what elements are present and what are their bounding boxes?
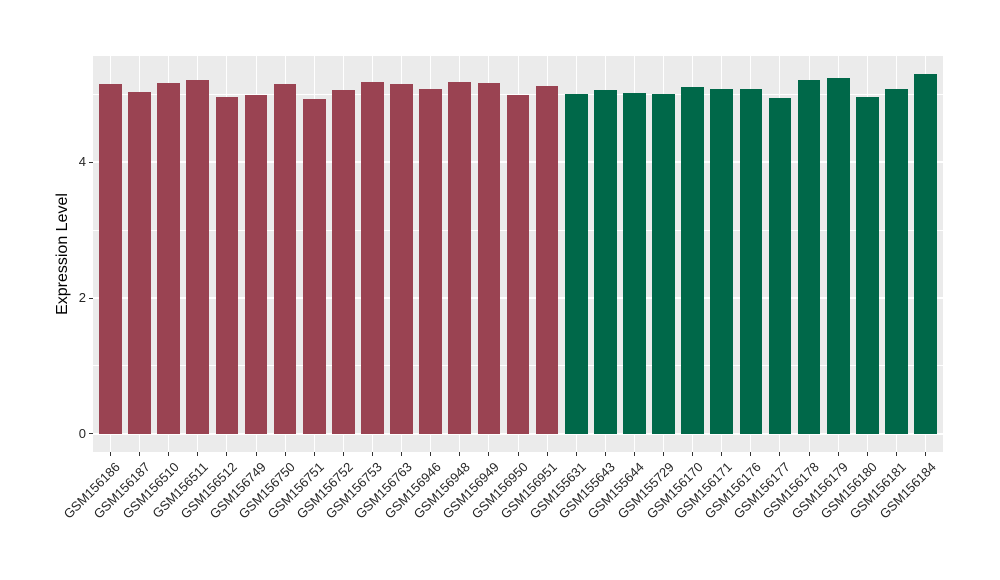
bar-GSM156946 — [419, 89, 443, 434]
bar-GSM156179 — [826, 77, 850, 434]
x-tick-mark — [401, 452, 403, 456]
bar-GSM156178 — [797, 80, 821, 434]
x-tick-mark — [313, 452, 315, 456]
x-tick-mark — [692, 452, 694, 456]
bar-GSM156170 — [681, 86, 704, 434]
plot-panel — [93, 56, 943, 452]
bar-GSM156186 — [99, 83, 122, 434]
bar-GSM156180 — [855, 96, 879, 434]
x-tick-mark — [808, 452, 810, 456]
x-tick-mark — [255, 452, 257, 456]
y-axis-tick-label: 4 — [78, 154, 86, 170]
y-tick-mark — [88, 161, 93, 163]
x-tick-mark — [168, 452, 170, 456]
bar-GSM155729 — [652, 93, 675, 434]
bar-GSM156749 — [244, 95, 268, 434]
y-tick-mark — [88, 433, 93, 435]
bar-GSM156750 — [273, 84, 297, 434]
x-tick-mark — [517, 452, 519, 456]
x-tick-mark — [837, 452, 839, 456]
x-tick-mark — [226, 452, 228, 456]
x-tick-mark — [430, 452, 432, 456]
bar-GSM155631 — [564, 93, 588, 434]
bar-GSM156950 — [506, 94, 530, 434]
y-axis-tick-label: 0 — [78, 425, 86, 441]
bar-GSM156171 — [710, 88, 734, 434]
x-tick-mark — [750, 452, 752, 456]
x-tick-mark — [604, 452, 606, 456]
y-axis-tick-label: 2 — [78, 290, 86, 306]
x-tick-mark — [575, 452, 577, 456]
x-tick-mark — [342, 452, 344, 456]
x-tick-mark — [459, 452, 461, 456]
bar-GSM156948 — [448, 81, 472, 434]
bar-GSM156184 — [914, 74, 937, 434]
x-tick-mark — [663, 452, 665, 456]
bar-GSM156753 — [361, 81, 384, 434]
x-tick-mark — [371, 452, 373, 456]
x-tick-mark — [925, 452, 927, 456]
bar-GSM156752 — [331, 89, 355, 434]
x-tick-mark — [197, 452, 199, 456]
x-tick-mark — [895, 452, 897, 456]
x-tick-mark — [284, 452, 286, 456]
bar-GSM156512 — [215, 97, 239, 434]
x-tick-mark — [139, 452, 141, 456]
x-tick-mark — [866, 452, 868, 456]
bar-GSM156949 — [477, 83, 501, 434]
x-tick-mark — [633, 452, 635, 456]
x-tick-mark — [779, 452, 781, 456]
bar-GSM156181 — [885, 88, 908, 434]
x-tick-mark — [109, 452, 111, 456]
bar-GSM156511 — [186, 80, 210, 434]
bar-GSM155643 — [593, 89, 617, 434]
x-tick-mark — [546, 452, 548, 456]
x-tick-mark — [721, 452, 723, 456]
bar-GSM156951 — [535, 85, 559, 434]
bar-GSM156763 — [390, 83, 413, 434]
y-tick-mark — [88, 297, 93, 299]
bar-GSM156751 — [302, 99, 326, 434]
bar-GSM156187 — [128, 91, 151, 434]
bar-GSM156177 — [768, 98, 792, 434]
bar-GSM156176 — [739, 89, 763, 434]
bar-GSM156510 — [157, 83, 181, 434]
bar-GSM155644 — [623, 93, 646, 434]
x-tick-mark — [488, 452, 490, 456]
